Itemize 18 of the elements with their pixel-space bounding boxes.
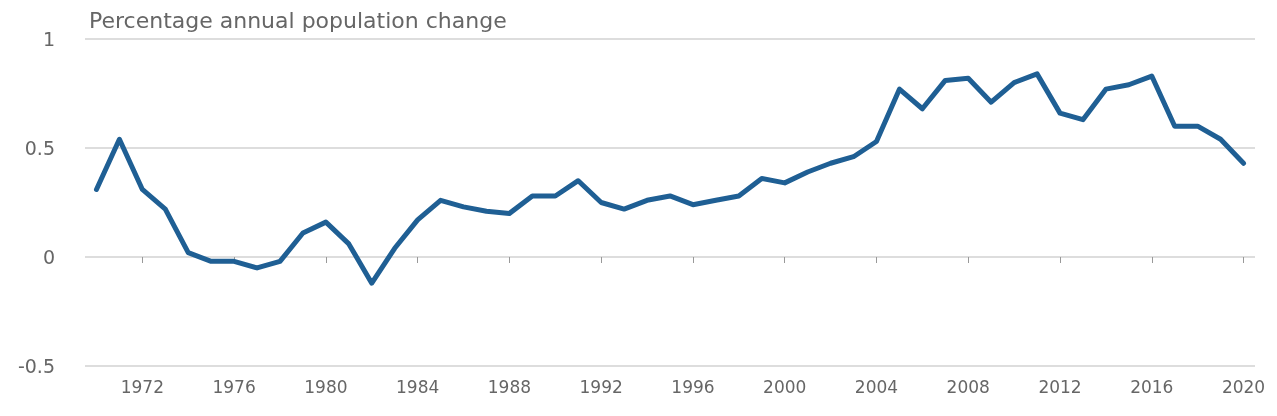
x-tick-label: 1984 (396, 376, 440, 397)
x-tick-label: 2016 (1130, 376, 1174, 397)
x-tick-label: 2008 (946, 376, 990, 397)
x-tick-label: 1996 (671, 376, 715, 397)
x-tick-label: 1976 (212, 376, 256, 397)
y-tick-label: 0.5 (24, 137, 55, 159)
x-tick-label: 2000 (763, 376, 807, 397)
x-tick-label: 1972 (120, 376, 164, 397)
x-tick-label: 1992 (579, 376, 623, 397)
x-tick-label: 1988 (487, 376, 532, 397)
x-tick-label: 2020 (1221, 376, 1266, 397)
chart-title: Percentage annual population change (89, 7, 507, 33)
x-tick-label: 2012 (1038, 376, 1082, 397)
x-tick-label: 1980 (304, 376, 348, 397)
x-tick-label: 2004 (854, 376, 899, 397)
y-tick-label: 1 (42, 28, 55, 50)
y-tick-label: -0.5 (17, 355, 55, 377)
y-tick-label: 0 (42, 246, 55, 268)
